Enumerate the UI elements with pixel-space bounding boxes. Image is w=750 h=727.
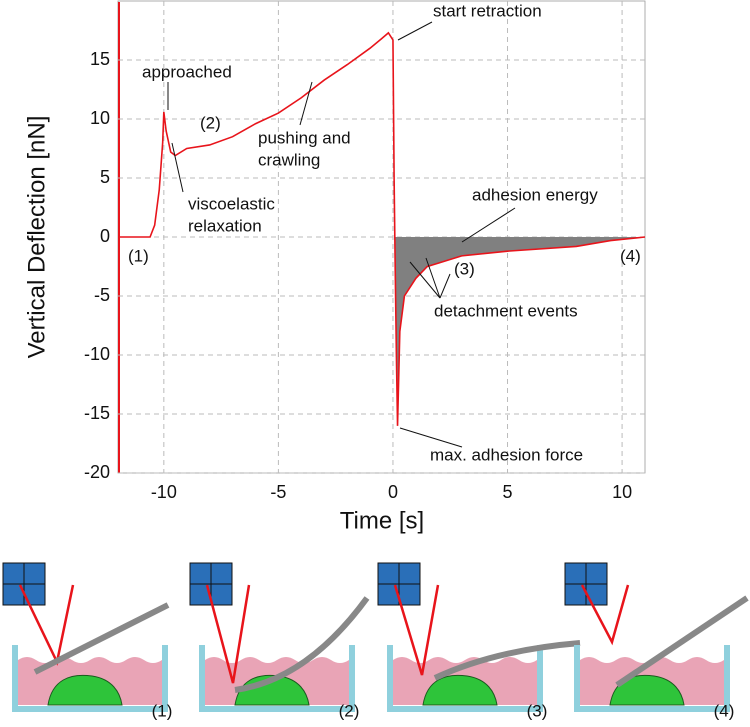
annotation: crawling [258, 150, 320, 169]
y-tick-label: -10 [84, 344, 110, 364]
laser [205, 584, 251, 684]
deflection-line [118, 31, 646, 426]
laser [393, 584, 440, 676]
panel-label: (3) [527, 701, 548, 720]
cell [609, 674, 685, 706]
annotation: detachment events [434, 301, 578, 320]
y-axis-label: Vertical Deflection [nN] [23, 116, 50, 359]
annotation: pushing and [258, 128, 351, 147]
x-tick-label: -5 [270, 482, 286, 502]
annotation: (3) [454, 259, 475, 278]
dish [387, 645, 543, 712]
annotation: viscoelastic [188, 194, 275, 213]
adhesion-area [395, 237, 645, 426]
leader-line [409, 261, 441, 299]
panel-label: (2) [339, 701, 360, 720]
dish [12, 645, 168, 712]
leader-line [171, 142, 184, 193]
x-tick-label: -10 [151, 482, 177, 502]
panel-label: (1) [152, 701, 173, 720]
schematic-panel: (2) [189, 562, 370, 720]
leader-line [461, 207, 516, 243]
leader-line [399, 427, 463, 448]
leader-line [299, 81, 313, 126]
y-tick-label: 15 [90, 49, 110, 69]
cell [422, 674, 498, 706]
y-tick-label: 10 [90, 108, 110, 128]
annotation: (1) [128, 246, 149, 265]
cantilever [234, 596, 370, 693]
leader-line [397, 21, 433, 41]
dish [199, 645, 355, 712]
detector-grid [3, 563, 45, 605]
x-tick-label: 5 [503, 482, 513, 502]
cantilever [615, 595, 749, 688]
leader-line [439, 273, 451, 299]
leader-line [425, 257, 441, 299]
detector-grid [565, 563, 607, 605]
schematic-panel: (1) [2, 562, 173, 720]
x-tick-label: 10 [612, 482, 632, 502]
schematic-panel: (3) [377, 562, 581, 720]
schematics: (1) (2) (3) (4) [2, 562, 749, 720]
x-tick-label: 0 [388, 482, 398, 502]
laser [580, 584, 630, 646]
dish [574, 645, 730, 712]
annotation: max. adhesion force [430, 445, 583, 464]
panel-label: (4) [714, 701, 735, 720]
annotation: (2) [200, 113, 221, 132]
y-tick-label: -15 [84, 403, 110, 423]
cantilever [433, 640, 581, 681]
x-axis-label: Time [s] [340, 507, 424, 534]
annotation: (4) [620, 246, 641, 265]
y-tick-label: -20 [84, 462, 110, 482]
annotation: adhesion energy [472, 185, 598, 204]
cell [47, 674, 123, 706]
annotation: start retraction [433, 1, 542, 20]
y-tick-label: -5 [94, 285, 110, 305]
cantilever [33, 602, 170, 675]
y-tick-label: 5 [100, 167, 110, 187]
schematic-panel: (4) [564, 562, 749, 720]
y-tick-label: 0 [100, 226, 110, 246]
annotation: relaxation [188, 216, 262, 235]
annotation: approached [142, 62, 232, 81]
